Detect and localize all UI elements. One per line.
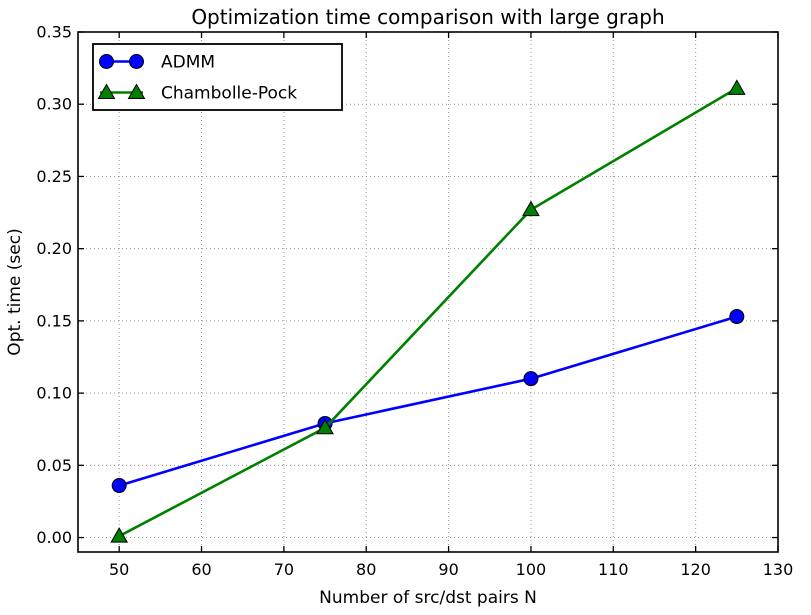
axes-spines [77, 31, 779, 553]
y-tick-label: 0.35 [36, 23, 72, 42]
y-axis-label: Opt. time (sec) [5, 228, 25, 355]
x-tick-label: 90 [438, 560, 458, 579]
chart-title: Optimization time comparison with large … [191, 5, 664, 29]
x-tick-label: 80 [356, 560, 376, 579]
legend-marker-admm [99, 54, 114, 69]
legend-label-chambolle-pock: Chambolle-Pock [161, 84, 297, 104]
x-tick-label: 120 [680, 560, 711, 579]
y-tick-label: 0.15 [36, 311, 72, 330]
data-marker-admm [729, 309, 745, 325]
legend-marker-admm [129, 54, 144, 69]
legend-marker-chambolle-pock [127, 83, 146, 99]
y-tick-label: 0.30 [36, 95, 72, 114]
y-tick-label: 0.05 [36, 456, 72, 475]
x-tick-label: 50 [109, 560, 129, 579]
y-tick-label: 0.10 [36, 384, 72, 403]
y-tick-label: 0.00 [36, 528, 72, 547]
x-tick-label: 70 [274, 560, 294, 579]
x-tick-label: 130 [763, 560, 794, 579]
y-tick-label: 0.25 [36, 167, 72, 186]
data-marker-chambolle-pock [727, 79, 746, 95]
data-marker-admm [523, 371, 539, 387]
data-marker-chambolle-pock [316, 418, 334, 435]
x-tick-label: 100 [516, 560, 547, 579]
data-marker-admm [111, 478, 127, 494]
x-tick-label: 110 [598, 560, 629, 579]
legend-label-admm: ADMM [161, 53, 215, 73]
legend-marker-chambolle-pock [97, 83, 116, 99]
series-line-chambolle-pock [117, 87, 739, 538]
x-axis-label: Number of src/dst pairs N [319, 588, 537, 608]
series-line-admm [117, 315, 739, 487]
data-marker-chambolle-pock [110, 527, 129, 543]
data-marker-chambolle-pock [522, 200, 540, 217]
y-tick-label: 0.20 [36, 239, 72, 258]
x-tick-label: 60 [191, 560, 211, 579]
